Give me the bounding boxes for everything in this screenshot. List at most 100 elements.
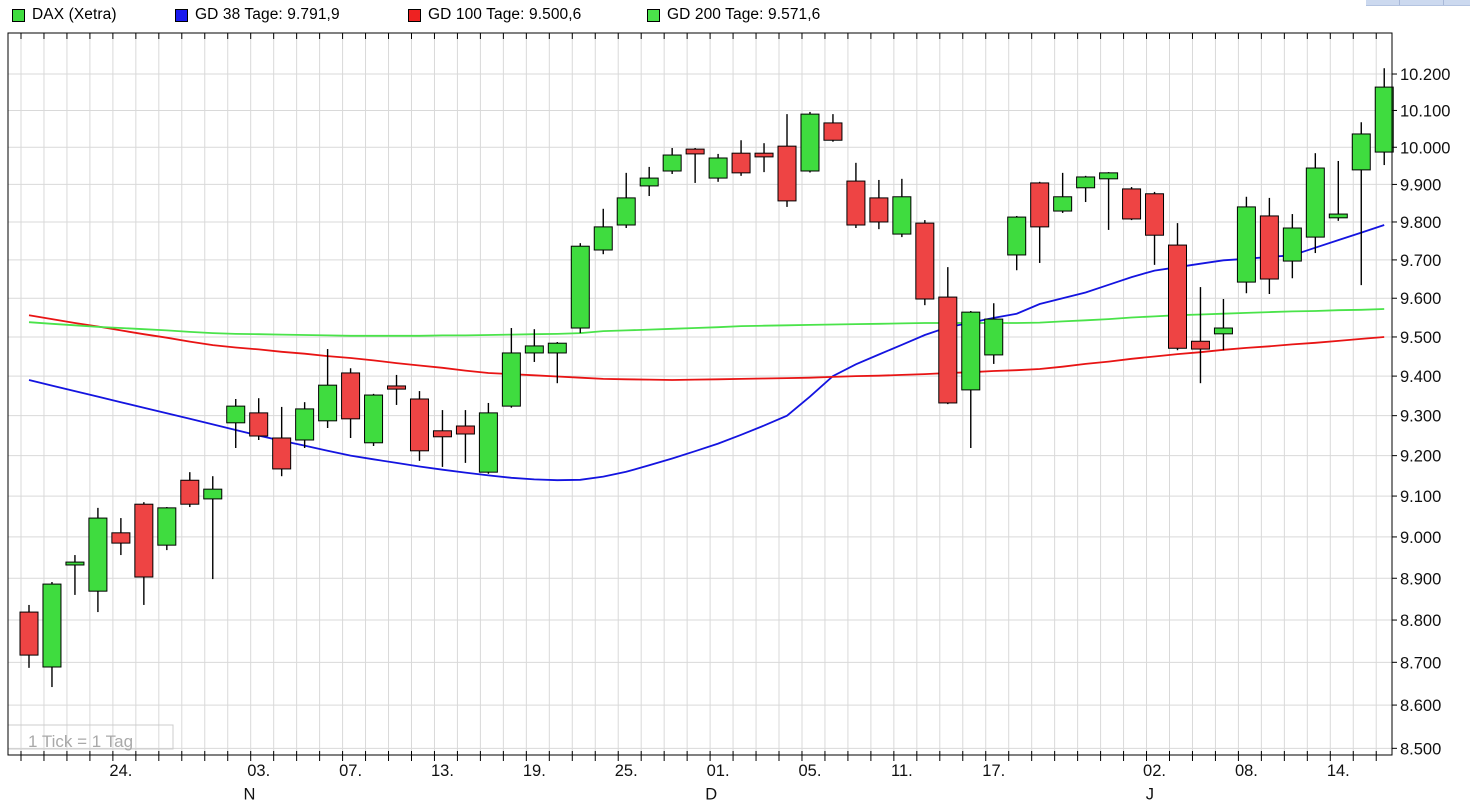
candle	[1168, 244, 1187, 349]
x-axis-date-label: 25.	[615, 762, 638, 780]
candle	[639, 177, 659, 187]
legend-item-label: GD 38 Tage: 9.791,9	[195, 6, 340, 23]
candle	[134, 503, 154, 578]
x-axis-date-label: 02.	[1143, 762, 1166, 780]
legend-item-label: GD 100 Tage: 9.500,6	[428, 6, 582, 23]
y-axis-label: 9.600	[1400, 290, 1441, 308]
plot-axes	[7, 32, 1397, 761]
x-axis-date-label: 17.	[982, 762, 1005, 780]
candle	[19, 611, 39, 656]
candle	[409, 398, 429, 452]
candle	[892, 196, 912, 235]
candle	[249, 412, 269, 437]
candle	[1236, 206, 1256, 283]
x-axis-date-label: 19.	[523, 762, 546, 780]
x-axis-date-label: 24.	[109, 762, 132, 780]
browser-edge-artifact	[1366, 0, 1470, 6]
x-axis-date-label: 07.	[339, 762, 362, 780]
candle	[938, 296, 958, 404]
candle	[1007, 216, 1027, 256]
candle	[846, 180, 866, 226]
y-axis-label: 8.800	[1400, 612, 1441, 630]
tick-note: 1 Tick = 1 Tag	[7, 724, 174, 751]
plot-grid	[8, 33, 1392, 755]
candle	[1305, 167, 1325, 238]
candle	[455, 425, 475, 435]
y-axis-label: 9.100	[1400, 488, 1441, 506]
y-axis-label: 9.400	[1400, 368, 1441, 386]
legend-item-gd200: GD 200 Tage: 9.571,6	[647, 6, 821, 23]
y-axis-label: 8.500	[1400, 740, 1441, 758]
legend-item-gd38: GD 38 Tage: 9.791,9	[175, 6, 340, 23]
candle	[1122, 188, 1142, 220]
candle	[1282, 227, 1302, 262]
candle	[685, 148, 705, 155]
candle	[318, 384, 338, 422]
candle	[65, 561, 85, 566]
candle	[869, 197, 889, 223]
x-axis-month-label: D	[705, 786, 717, 800]
x-axis-date-label: 01.	[707, 762, 730, 780]
y-axis-label: 9.000	[1400, 529, 1441, 547]
candle	[1053, 196, 1073, 212]
gd100-swatch-icon	[408, 8, 421, 22]
x-axis-date-label: 11.	[891, 762, 913, 780]
candle	[754, 152, 774, 158]
candle	[593, 226, 613, 251]
candle	[295, 408, 315, 441]
gd200-swatch-icon	[647, 8, 660, 22]
x-axis-date-label: 08.	[1235, 762, 1258, 780]
y-axis-label: 9.700	[1400, 252, 1441, 270]
candle	[823, 122, 843, 141]
ma-line-ma100	[28, 314, 1385, 381]
candle	[547, 342, 567, 354]
candle	[800, 113, 820, 172]
candle	[501, 352, 521, 407]
candle	[111, 532, 131, 544]
candle	[180, 479, 200, 505]
candle	[777, 145, 797, 202]
x-axis-labels: 24. 03. 07. 13. 19. 25. 01. 05. 11. 17. 02. 08. 14. N…	[109, 762, 1349, 800]
candle	[1030, 182, 1050, 228]
dax-swatch-icon	[12, 8, 25, 22]
candle	[157, 507, 177, 546]
y-axis-label: 10.000	[1400, 139, 1450, 157]
legend-item-label: GD 200 Tage: 9.571,6	[667, 6, 821, 23]
chart-legend: DAX (Xetra) GD 38 Tage: 9.791,9 GD 100 T…	[0, 0, 1470, 32]
candle	[364, 394, 384, 444]
y-axis-label: 9.800	[1400, 214, 1441, 232]
x-axis-month-label: N	[244, 786, 256, 800]
candle	[1099, 172, 1119, 180]
candle	[1190, 340, 1210, 350]
y-axis-label: 9.900	[1400, 176, 1441, 194]
legend-item-label: DAX (Xetra)	[32, 6, 117, 23]
candle	[272, 437, 292, 470]
candle	[478, 412, 498, 473]
candle	[341, 372, 361, 420]
candle	[42, 583, 62, 668]
legend-item-dax: DAX (Xetra)	[12, 6, 117, 23]
y-axis-label: 8.900	[1400, 570, 1441, 588]
candle	[387, 385, 407, 390]
candle	[915, 222, 935, 300]
candle	[1076, 176, 1096, 189]
candle	[432, 430, 452, 438]
ma-line-ma200	[28, 308, 1385, 337]
gd38-swatch-icon	[175, 8, 188, 22]
candle	[1374, 86, 1394, 153]
x-axis-date-label: 14.	[1327, 762, 1350, 780]
candle	[1145, 193, 1165, 236]
candle	[1328, 213, 1348, 219]
tick-note-label: 1 Tick = 1 Tag	[28, 732, 133, 751]
y-axis-label: 10.100	[1400, 102, 1450, 120]
y-axis-labels: 10.200 10.100 10.000 9.900 9.800 9.700 9.600 9.…	[1400, 66, 1450, 758]
y-axis-label: 9.200	[1400, 448, 1441, 466]
candle	[226, 405, 246, 424]
x-axis-month-label: J	[1146, 786, 1154, 800]
candle	[1213, 327, 1233, 335]
candle	[1259, 215, 1279, 280]
candle	[203, 488, 223, 500]
candle	[708, 157, 728, 179]
